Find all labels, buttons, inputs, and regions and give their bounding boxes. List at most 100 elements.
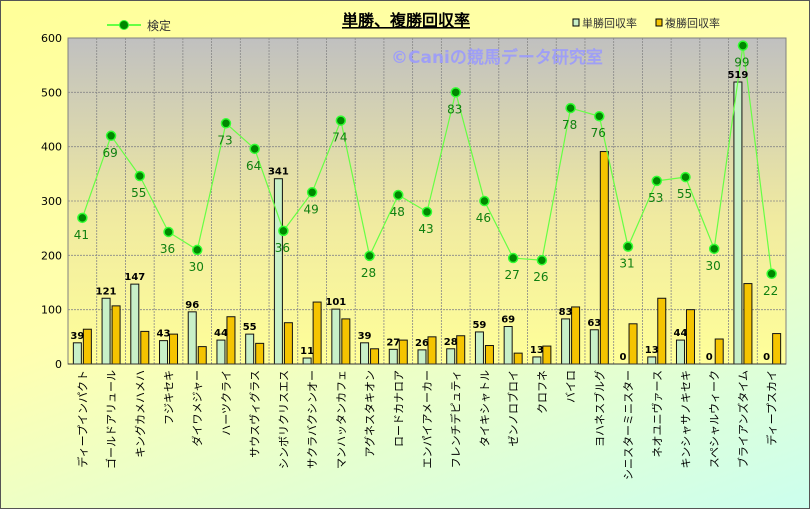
bar-fukusho bbox=[255, 342, 265, 365]
marker-kentei bbox=[708, 243, 720, 255]
data-label-kentei: 30 bbox=[189, 260, 204, 274]
y-tick-label: 0 bbox=[55, 358, 62, 371]
data-label-kentei: 28 bbox=[361, 266, 376, 280]
bar-tansho bbox=[417, 349, 427, 365]
data-label-tansho: 28 bbox=[444, 337, 458, 348]
data-label-kentei: 53 bbox=[648, 191, 663, 205]
bar-fukusho bbox=[341, 318, 351, 365]
bar-fukusho bbox=[599, 151, 609, 365]
bar-tansho bbox=[245, 333, 255, 365]
data-label-tansho: 101 bbox=[325, 297, 346, 308]
data-label-tansho: 43 bbox=[157, 329, 171, 340]
data-label-tansho: 63 bbox=[587, 318, 601, 329]
x-tick-label: ゼンノロブロイ bbox=[506, 370, 520, 446]
data-label-tansho: 44 bbox=[674, 328, 688, 339]
bar-tansho bbox=[561, 318, 571, 365]
bar-fukusho bbox=[111, 305, 121, 365]
legend: 検定 単勝回収率 複勝回収率 bbox=[107, 16, 720, 33]
data-label-tansho: 44 bbox=[214, 328, 228, 339]
data-label-kentei: 76 bbox=[591, 126, 606, 140]
bar-tansho bbox=[101, 297, 111, 365]
data-label-tansho: 121 bbox=[96, 286, 117, 297]
x-tick-label: アグネスタキオン bbox=[363, 370, 377, 457]
x-tick-label: ディープインパクト bbox=[75, 370, 89, 468]
bar-fukusho bbox=[685, 309, 695, 365]
bar-fukusho bbox=[82, 328, 92, 365]
x-tick-label: ブライアンズタイム bbox=[736, 370, 750, 468]
data-label-tansho: 96 bbox=[185, 300, 199, 311]
bar-tansho bbox=[647, 356, 657, 365]
data-label-kentei: 43 bbox=[418, 222, 433, 236]
x-tick-label: エンパイアメーカー bbox=[421, 370, 434, 468]
marker-kentei bbox=[622, 241, 634, 252]
bar-fukusho bbox=[398, 339, 408, 365]
data-label-tansho: 341 bbox=[268, 167, 289, 178]
bar-fukusho bbox=[772, 333, 782, 365]
data-label-tansho: 83 bbox=[559, 307, 573, 318]
x-tick-label: ハーツクライ bbox=[220, 370, 233, 436]
marker-kentei bbox=[450, 87, 461, 98]
data-label-tansho: 0 bbox=[620, 352, 627, 363]
bar-fukusho bbox=[628, 323, 638, 365]
marker-kentei bbox=[594, 110, 605, 122]
bar-fukusho bbox=[513, 352, 523, 365]
bar-tansho bbox=[532, 356, 542, 365]
x-tick-label: シンボリクリスエス bbox=[277, 370, 290, 469]
marker-kentei bbox=[335, 115, 347, 126]
data-label-tansho: 147 bbox=[124, 272, 145, 283]
bar-fukusho bbox=[743, 283, 753, 365]
bar-tansho bbox=[474, 331, 484, 365]
bar-tansho bbox=[331, 308, 341, 365]
data-label-kentei: 55 bbox=[131, 186, 146, 200]
data-label-tansho: 55 bbox=[243, 322, 257, 333]
x-tick-label: クロフネ bbox=[536, 370, 549, 414]
data-label-tansho: 0 bbox=[706, 352, 713, 363]
data-label-kentei: 26 bbox=[533, 270, 548, 284]
data-label-kentei: 31 bbox=[619, 257, 634, 271]
marker-kentei bbox=[306, 187, 318, 198]
bar-fukusho bbox=[169, 333, 179, 365]
data-label-kentei: 83 bbox=[447, 102, 462, 116]
x-tick-label: キンシャサノキセキ bbox=[679, 370, 692, 468]
data-label-kentei: 48 bbox=[390, 205, 405, 219]
x-tick-label: ゴールドアリュール bbox=[104, 370, 118, 469]
data-label-kentei: 99 bbox=[734, 56, 749, 70]
data-label-tansho: 13 bbox=[530, 345, 544, 356]
x-tick-label: ディープスカイ bbox=[765, 370, 779, 446]
legend-swatch-tansho bbox=[572, 18, 580, 27]
watermark: ©Caniの競馬データ研究室 bbox=[391, 47, 603, 68]
x-tick-label: ネオユニヴァース bbox=[650, 370, 664, 457]
data-label-kentei: 64 bbox=[246, 159, 261, 173]
y-tick-label: 600 bbox=[41, 32, 62, 45]
x-tick-label: シニスターミニスター bbox=[622, 370, 635, 480]
y-tick-label: 100 bbox=[41, 304, 62, 317]
chart-title: 単勝、複勝回収率 bbox=[342, 11, 470, 30]
marker-kentei bbox=[163, 226, 174, 238]
marker-kentei bbox=[479, 195, 490, 207]
x-tick-label: タイキシャトル bbox=[478, 370, 491, 447]
data-label-kentei: 22 bbox=[763, 284, 778, 298]
data-label-kentei: 41 bbox=[74, 228, 89, 242]
marker-kentei bbox=[393, 189, 404, 201]
marker-kentei bbox=[565, 102, 576, 114]
bar-tansho bbox=[72, 342, 82, 365]
bar-fukusho bbox=[484, 345, 494, 365]
marker-kentei bbox=[680, 171, 691, 183]
marker-kentei bbox=[249, 143, 260, 155]
bar-tansho bbox=[187, 311, 197, 365]
marker-kentei bbox=[536, 254, 548, 266]
bar-fukusho bbox=[456, 335, 466, 365]
marker-kentei bbox=[105, 130, 117, 142]
x-tick-label: ロードカナロア bbox=[392, 370, 405, 447]
data-label-tansho: 519 bbox=[727, 70, 748, 81]
y-tick-label: 300 bbox=[41, 195, 62, 208]
bar-fukusho bbox=[140, 330, 150, 365]
bar-fukusho bbox=[714, 338, 724, 365]
marker-kentei bbox=[134, 170, 146, 182]
bar-fukusho bbox=[283, 322, 293, 365]
x-tick-label: マンハッタンカフェ bbox=[335, 370, 348, 469]
bar-fukusho bbox=[370, 348, 380, 365]
data-label-kentei: 36 bbox=[275, 241, 290, 255]
bar-tansho bbox=[216, 339, 226, 365]
